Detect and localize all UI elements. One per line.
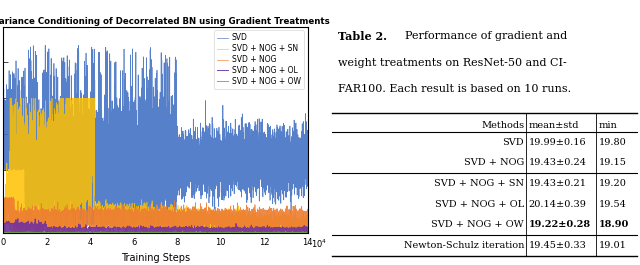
- Text: $10^4$: $10^4$: [311, 237, 327, 250]
- SVD + NOG: [275, 217, 282, 220]
- SVD + NOG + OW: [304, 234, 312, 237]
- SVD: [114, 158, 122, 162]
- Text: SVD + NOG: SVD + NOG: [464, 158, 524, 167]
- SVD + NOG + OL: [68, 229, 76, 232]
- SVD: [69, 176, 77, 179]
- Text: Newton-Schulz iteration: Newton-Schulz iteration: [404, 241, 524, 250]
- Text: SVD + NOG + SN: SVD + NOG + SN: [434, 179, 524, 188]
- SVD + NOG + SN: [0, 232, 7, 235]
- Text: 19.43±0.24: 19.43±0.24: [529, 158, 587, 167]
- Text: 19.43±0.21: 19.43±0.21: [529, 179, 587, 188]
- SVD: [42, 44, 49, 47]
- SVD + NOG + OL: [70, 229, 78, 232]
- SVD + NOG + OW: [275, 232, 282, 235]
- Text: 19.99±0.16: 19.99±0.16: [529, 138, 586, 147]
- SVD + NOG + OW: [70, 233, 78, 236]
- Line: SVD + NOG: SVD + NOG: [3, 197, 308, 233]
- Text: weight treatments on ResNet-50 and CI-: weight treatments on ResNet-50 and CI-: [339, 58, 567, 68]
- SVD + NOG: [98, 232, 106, 235]
- SVD + NOG + OL: [114, 226, 122, 229]
- SVD: [70, 170, 78, 173]
- SVD + NOG: [0, 211, 7, 215]
- SVD: [275, 137, 282, 140]
- Text: mean±std: mean±std: [529, 121, 579, 130]
- Text: SVD + NOG + OL: SVD + NOG + OL: [435, 200, 524, 209]
- Text: SVD + NOG + OW: SVD + NOG + OW: [431, 220, 524, 229]
- SVD + NOG: [2, 196, 10, 199]
- Text: 19.80: 19.80: [599, 138, 627, 147]
- Text: 19.15: 19.15: [599, 158, 627, 167]
- SVD + NOG + SN: [68, 187, 76, 190]
- SVD + NOG + SN: [69, 101, 77, 104]
- SVD + NOG + OL: [14, 217, 22, 220]
- SVD: [22, 223, 29, 226]
- Line: SVD + NOG + SN: SVD + NOG + SN: [3, 98, 308, 233]
- Line: SVD: SVD: [3, 45, 308, 224]
- Text: Table 2.: Table 2.: [339, 31, 387, 42]
- Text: 20.14±0.39: 20.14±0.39: [529, 200, 586, 209]
- SVD + NOG + OL: [0, 222, 7, 226]
- SVD: [0, 105, 7, 108]
- Text: Performance of gradient and: Performance of gradient and: [405, 31, 568, 41]
- Text: SVD: SVD: [502, 138, 524, 147]
- SVD + NOG + OW: [47, 232, 55, 235]
- SVD + NOG + OW: [114, 232, 122, 235]
- Text: 19.01: 19.01: [599, 241, 627, 250]
- SVD + NOG + OL: [22, 235, 30, 238]
- SVD + NOG + OW: [68, 232, 76, 236]
- SVD + NOG + SN: [275, 227, 282, 231]
- SVD + NOG + SN: [6, 97, 14, 100]
- Legend: SVD, SVD + NOG + SN, SVD + NOG, SVD + NOG + OL, SVD + NOG + OW: SVD, SVD + NOG + SN, SVD + NOG, SVD + NO…: [214, 30, 304, 89]
- Text: 19.45±0.33: 19.45±0.33: [529, 241, 586, 250]
- SVD: [304, 176, 312, 179]
- Title: Covariance Conditioning of Decorrelated BN using Gradient Treatments: Covariance Conditioning of Decorrelated …: [0, 17, 330, 26]
- SVD + NOG + SN: [0, 226, 7, 229]
- SVD + NOG: [47, 210, 55, 213]
- SVD: [68, 126, 76, 129]
- SVD: [47, 186, 55, 189]
- SVD + NOG + SN: [304, 229, 312, 232]
- SVD + NOG + OL: [47, 229, 55, 233]
- SVD + NOG + OW: [69, 233, 77, 237]
- SVD + NOG + OL: [275, 228, 282, 231]
- SVD + NOG: [114, 220, 122, 223]
- Text: 19.54: 19.54: [599, 200, 627, 209]
- Text: FAR100. Each result is based on 10 runs.: FAR100. Each result is based on 10 runs.: [339, 84, 572, 94]
- Text: Methods: Methods: [481, 121, 524, 130]
- SVD + NOG + OL: [69, 229, 77, 232]
- SVD + NOG + OW: [237, 236, 245, 239]
- SVD + NOG + SN: [47, 171, 55, 174]
- SVD + NOG: [69, 223, 77, 226]
- Line: SVD + NOG + OL: SVD + NOG + OL: [3, 219, 308, 237]
- SVD + NOG: [304, 219, 312, 222]
- Text: 19.20: 19.20: [599, 179, 627, 188]
- Text: min: min: [599, 121, 618, 130]
- X-axis label: Training Steps: Training Steps: [121, 253, 190, 263]
- SVD + NOG + SN: [70, 169, 78, 173]
- SVD + NOG + OW: [0, 232, 7, 236]
- SVD + NOG + SN: [114, 215, 122, 218]
- Text: 18.90: 18.90: [599, 220, 629, 229]
- Text: 19.22±0.28: 19.22±0.28: [529, 220, 591, 229]
- SVD + NOG + OW: [40, 229, 48, 233]
- SVD + NOG: [70, 217, 78, 220]
- SVD + NOG: [68, 203, 76, 206]
- SVD + NOG + OL: [304, 229, 312, 232]
- Line: SVD + NOG + OW: SVD + NOG + OW: [3, 231, 308, 237]
